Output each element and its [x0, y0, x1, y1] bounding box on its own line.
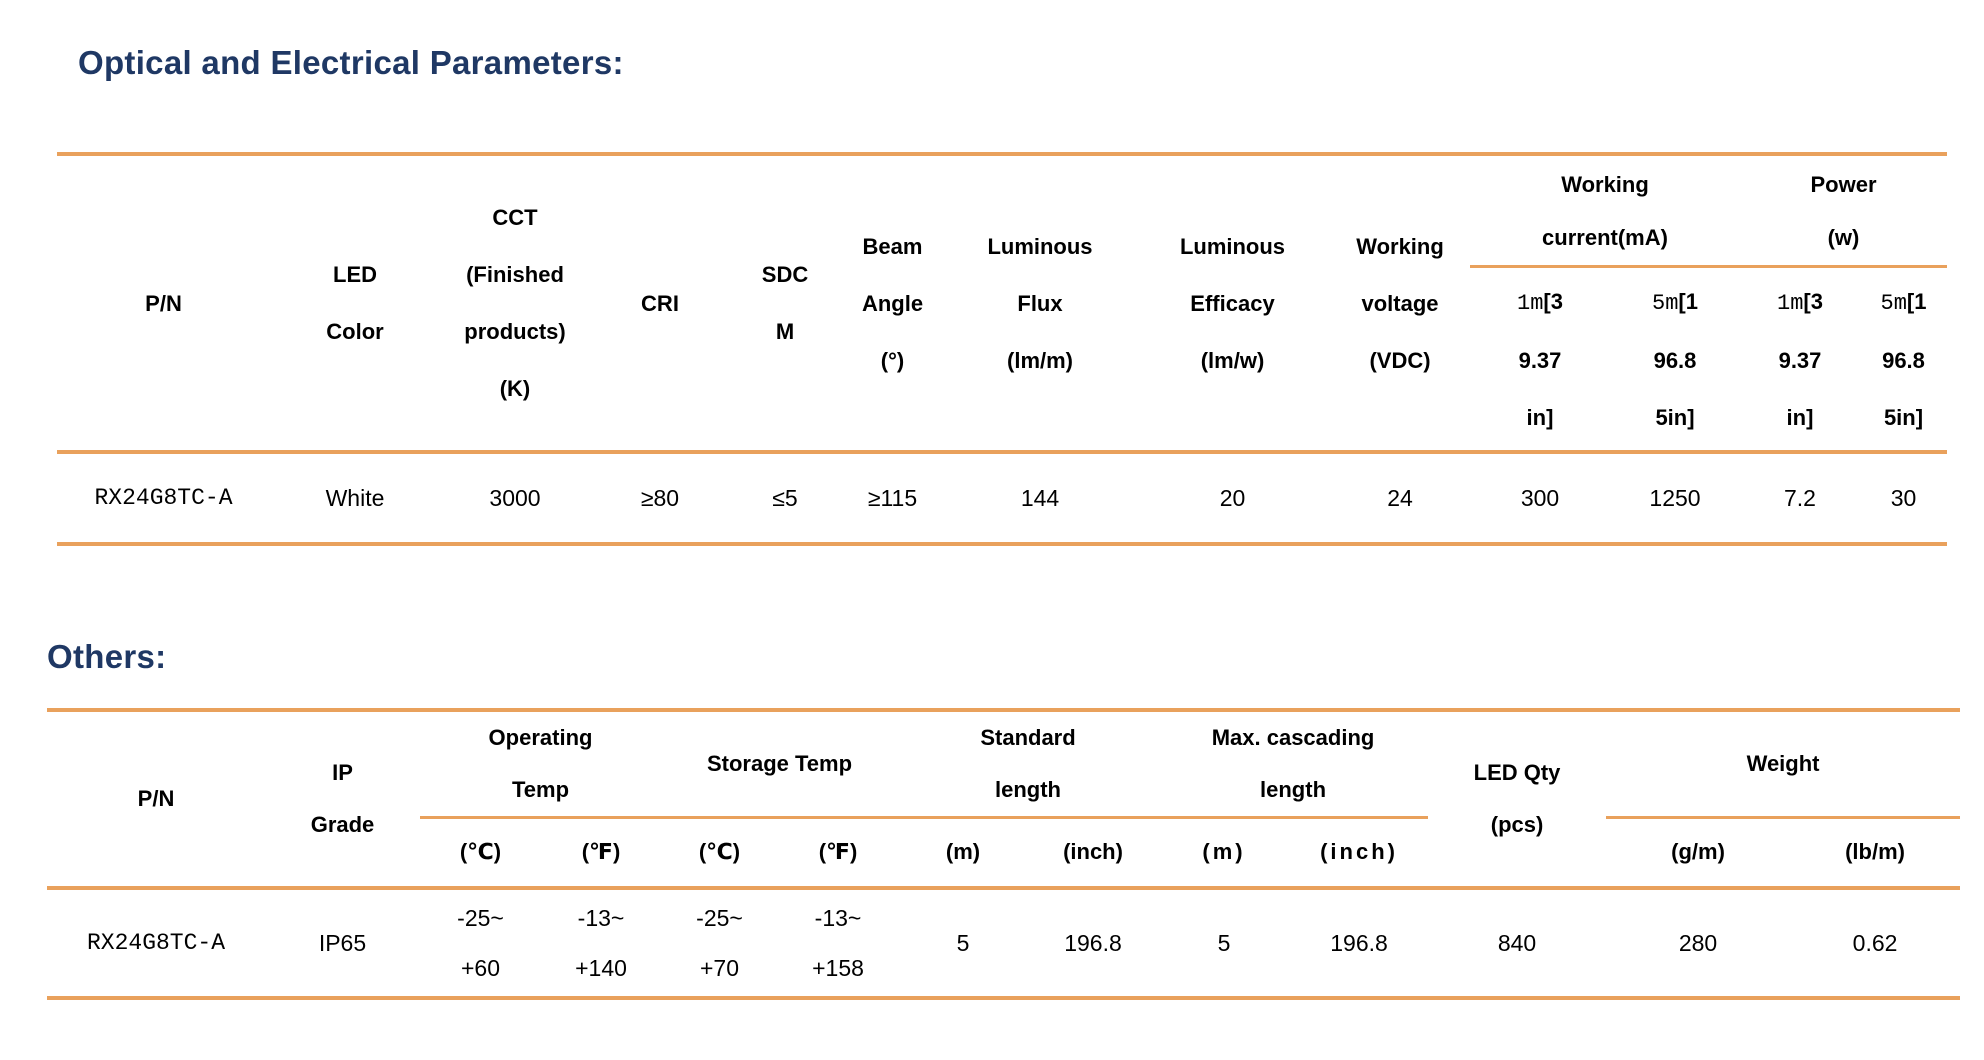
subcol-rest: [3 9.37 in] — [1518, 288, 1563, 430]
optical-table-header: P/N LED Color CCT (Finished products) (K… — [57, 154, 1947, 453]
cell-beam-angle: ≥115 — [867, 485, 918, 512]
cell-luminous-flux: 144 — [1020, 485, 1060, 512]
others-table-row: RX24G8TC-A IP65 -25~ +60 -13~ +140 -25~ … — [47, 888, 1961, 998]
subcol-rest: [1 96.8 5in] — [1653, 288, 1698, 430]
cell-weight-lbm: 0.62 — [1852, 929, 1898, 956]
subcol-prefix: 1m — [1777, 290, 1804, 316]
col-group-operating-temp: Operating Temp — [420, 709, 661, 819]
cell-weight-gm: 280 — [1678, 929, 1718, 956]
col-header-standard-length-inch: (inch) — [1063, 839, 1123, 865]
cell-luminous-efficacy: 20 — [1219, 485, 1246, 512]
col-header-storage-temp-c: (℃) — [698, 839, 741, 865]
cell-max-cascading-m: 5 — [1217, 929, 1231, 956]
header-row-subcols: 1m[3 9.37 in] 5m[1 96.8 5in] 1m[3 9.37 i… — [57, 266, 1947, 452]
cell-max-cascading-inch: 196.8 — [1330, 929, 1388, 956]
col-header-pn: P/N — [145, 290, 182, 316]
cell-sdcm: ≤5 — [772, 485, 798, 512]
col-group-storage-temp: Storage Temp — [661, 709, 898, 819]
cell-operating-temp-f: -13~ +140 — [575, 904, 627, 981]
col-header-beam-angle: Beam Angle (°) — [861, 233, 924, 373]
col-header-max-cascading-inch: (inch) — [1320, 839, 1398, 865]
col-group-working-current: Working current(mA) — [1470, 154, 1740, 268]
col-header-ip-grade: IP Grade — [310, 759, 375, 837]
cell-operating-temp-c: -25~ +60 — [457, 904, 504, 981]
subcol-rest: [1 96.8 5in] — [1882, 288, 1927, 430]
page: { "page": { "accent_color": "#E9A15C", "… — [0, 42, 1984, 1060]
cell-working-current-5m: 1250 — [1649, 485, 1701, 512]
others-table: P/N IP Grade Operating Temp Storage Temp… — [47, 707, 1961, 1000]
col-header-power-5m: 5m[1 96.8 5in] — [1860, 266, 1947, 452]
col-header-max-cascading-m: (m) — [1202, 839, 1246, 865]
col-header-pn: P/N — [137, 785, 175, 811]
cell-pn: RX24G8TC-A — [86, 929, 226, 956]
col-header-led-qty: LED Qty (pcs) — [1473, 759, 1561, 837]
subcol-prefix: 1m — [1517, 290, 1544, 316]
cell-ip-grade: IP65 — [318, 929, 367, 956]
others-table-header: P/N IP Grade Operating Temp Storage Temp… — [47, 709, 1961, 888]
col-header-weight-lbm: (lb/m) — [1845, 839, 1905, 865]
cell-power-1m: 7.2 — [1784, 485, 1816, 512]
col-header-led-color: LED Color — [326, 262, 384, 345]
col-group-weight: Weight — [1606, 709, 1961, 819]
optical-electrical-table: P/N LED Color CCT (Finished products) (K… — [57, 152, 1947, 546]
col-header-operating-temp-c: (℃) — [459, 839, 502, 865]
subcol-prefix: 5m — [1880, 290, 1907, 316]
col-header-luminous-efficacy: Luminous Efficacy (lm/w) — [1179, 233, 1286, 373]
col-group-max-cascading-length: Max. cascading length — [1158, 709, 1429, 819]
col-header-standard-length-m: (m) — [945, 839, 981, 865]
cell-storage-temp-c: -25~ +70 — [696, 904, 743, 981]
cell-power-5m: 30 — [1890, 485, 1917, 512]
header-row-groups: P/N IP Grade Operating Temp Storage Temp… — [47, 709, 1961, 837]
cell-working-voltage: 24 — [1387, 485, 1413, 512]
cell-working-current-1m: 300 — [1520, 485, 1560, 512]
col-group-power: Power (w) — [1740, 154, 1947, 268]
optical-table-row: RX24G8TC-A White 3000 ≥80 ≤5 ≥115 144 20… — [57, 452, 1947, 545]
col-header-weight-gm: (g/m) — [1671, 839, 1725, 865]
header-row-groups: P/N LED Color CCT (Finished products) (K… — [57, 154, 1947, 401]
cell-storage-temp-f: -13~ +158 — [812, 904, 864, 981]
col-header-sdcm: SDC M — [761, 262, 809, 345]
col-header-operating-temp-f: (℉) — [581, 839, 621, 865]
header-row-subcols: (℃) (℉) (℃) (℉) (m) (inch) (m) (inch) (g… — [47, 818, 1960, 888]
cell-cct: 3000 — [489, 485, 541, 512]
col-header-power-1m: 1m[3 9.37 in] — [1740, 266, 1860, 452]
col-header-cri: CRI — [641, 290, 679, 316]
col-header-working-voltage: Working voltage (VDC) — [1356, 233, 1444, 373]
col-header-current-1m: 1m[3 9.37 in] — [1470, 266, 1610, 452]
cell-pn: RX24G8TC-A — [94, 485, 233, 512]
col-header-current-5m: 5m[1 96.8 5in] — [1610, 266, 1740, 452]
cell-led-color: White — [325, 485, 385, 512]
col-header-luminous-flux: Luminous Flux (lm/m) — [987, 233, 1093, 373]
cell-led-qty: 840 — [1497, 929, 1537, 956]
subcol-prefix: 5m — [1652, 290, 1679, 316]
section-title-others: Others: — [47, 638, 167, 676]
cell-cri: ≥80 — [640, 485, 680, 512]
cell-standard-length-m: 5 — [956, 929, 970, 956]
col-header-cct: CCT (Finished products) (K) — [464, 205, 566, 402]
cell-standard-length-inch: 196.8 — [1064, 929, 1122, 956]
section-title-optical-electrical: Optical and Electrical Parameters: — [78, 44, 624, 81]
col-group-standard-length: Standard length — [898, 709, 1159, 819]
subcol-rest: [3 9.37 in] — [1778, 288, 1823, 430]
col-header-storage-temp-f: (℉) — [818, 839, 858, 865]
